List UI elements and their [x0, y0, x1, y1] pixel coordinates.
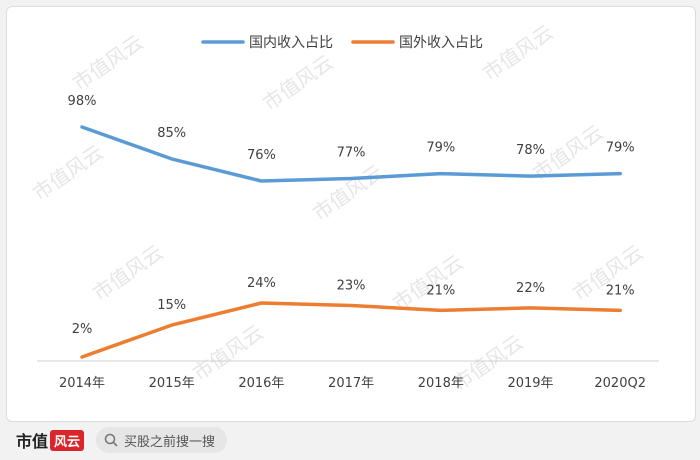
data-label: 24% [247, 276, 276, 291]
data-label: 76% [247, 148, 276, 163]
data-label: 21% [426, 283, 455, 298]
data-label: 15% [157, 298, 186, 313]
data-label: 79% [606, 141, 635, 156]
logo-stamp: 风云 [50, 429, 85, 451]
x-tick-label: 2018年 [418, 376, 464, 391]
x-tick-label: 2020Q2 [594, 376, 646, 391]
data-label: 22% [516, 281, 545, 296]
search-box[interactable]: 买股之前搜一搜 [96, 427, 228, 453]
footer-bar: 市值 风云 买股之前搜一搜 [0, 420, 700, 460]
data-label: 98% [68, 94, 97, 109]
x-tick-label: 2014年 [59, 376, 105, 391]
logo-text: 市值 [16, 432, 49, 451]
data-label: 77% [337, 146, 366, 161]
search-icon [104, 433, 118, 447]
legend-label: 国内收入占比 [249, 35, 333, 51]
data-label: 23% [337, 278, 366, 293]
data-label: 85% [157, 126, 186, 141]
data-label: 79% [426, 141, 455, 156]
x-tick-label: 2015年 [149, 376, 195, 391]
line-chart: 2014年 2015年 2016年 2017年 2018年 2019年 2020Q2 98% 8… [37, 35, 659, 391]
data-label: 21% [606, 283, 635, 298]
x-tick-label: 2019年 [507, 376, 553, 391]
brand-logo: 市值 风云 [16, 428, 85, 452]
x-tick-label: 2016年 [238, 376, 284, 391]
chart-card: 市值风云 市值风云 市值风云 市值风云 市值风云 市值风云 市值风云 市值风云 市值风云 市值风云… [6, 6, 696, 422]
search-placeholder: 买股之前搜一搜 [124, 434, 216, 450]
data-label: 2% [72, 322, 93, 337]
legend-label: 国外收入占比 [399, 35, 483, 51]
data-label: 78% [516, 143, 545, 158]
x-tick-label: 2017年 [328, 376, 374, 391]
